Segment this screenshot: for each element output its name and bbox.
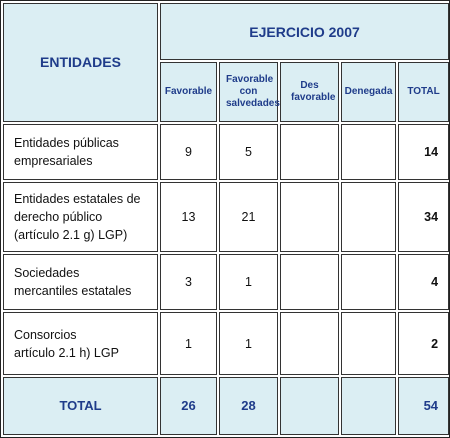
table-row: Entidades públicas empresariales 9 5 14 bbox=[3, 123, 450, 180]
header-col-total: TOTAL bbox=[398, 62, 450, 122]
denegada-cell bbox=[341, 181, 396, 253]
desfavorable-cell bbox=[280, 254, 339, 311]
entity-cell: Entidades estatales de derecho público (… bbox=[3, 181, 158, 253]
entity-cell: Entidades públicas empresariales bbox=[3, 123, 158, 180]
footer-favorable-salvedades: 28 bbox=[219, 376, 278, 435]
favorable-cell: 13 bbox=[160, 181, 217, 253]
header-row-top: ENTIDADES EJERCICIO 2007 bbox=[3, 3, 450, 122]
entity-line: derecho público bbox=[14, 209, 103, 224]
entity-line: (artículo 2.1 g) LGP) bbox=[14, 227, 128, 242]
favorable-cell: 9 bbox=[160, 123, 217, 180]
entity-line: mercantiles estatales bbox=[14, 284, 132, 299]
favorable-salvedades-cell: 1 bbox=[219, 312, 278, 375]
footer-desfavorable bbox=[280, 376, 339, 435]
entity-line: empresariales bbox=[14, 153, 93, 168]
header-col-favorable: Favorable bbox=[160, 62, 217, 122]
footer-grand-total: 54 bbox=[398, 376, 450, 435]
table-row: Entidades estatales de derecho público (… bbox=[3, 181, 450, 253]
row-total-cell: 14 bbox=[398, 123, 450, 180]
header-row-columns: Favorable Favorable con salvedades Des f… bbox=[3, 62, 450, 122]
entity-cell: Sociedades mercantiles estatales bbox=[3, 254, 158, 311]
entity-cell: Consorcios artículo 2.1 h) LGP bbox=[3, 312, 158, 375]
entity-line: Entidades estatales de bbox=[14, 191, 141, 206]
header-entities: ENTIDADES bbox=[3, 3, 158, 122]
desfavorable-cell bbox=[280, 123, 339, 180]
footer-favorable: 26 bbox=[160, 376, 217, 435]
footer-total-label: TOTAL bbox=[3, 376, 158, 435]
row-total-cell: 34 bbox=[398, 181, 450, 253]
header-col-favorable-salvedades: Favorable con salvedades bbox=[219, 62, 280, 122]
table-row: Sociedades mercantiles estatales 3 1 4 bbox=[3, 254, 450, 311]
entity-line: Sociedades bbox=[14, 266, 80, 281]
desfavorable-cell bbox=[280, 312, 339, 375]
table-row: Consorcios artículo 2.1 h) LGP 1 1 2 bbox=[3, 312, 450, 375]
entity-line: Consorcios bbox=[14, 327, 77, 342]
footer-total-row: TOTAL 26 28 54 bbox=[3, 376, 450, 435]
denegada-cell bbox=[341, 123, 396, 180]
favorable-salvedades-cell: 1 bbox=[219, 254, 278, 311]
desfavorable-cell bbox=[280, 181, 339, 253]
favorable-salvedades-cell: 5 bbox=[219, 123, 278, 180]
favorable-cell: 1 bbox=[160, 312, 217, 375]
entity-line: Entidades públicas bbox=[14, 135, 119, 150]
header-col-denegada: Denegada bbox=[341, 62, 396, 122]
row-total-cell: 4 bbox=[398, 254, 450, 311]
favorable-cell: 3 bbox=[160, 254, 217, 311]
footer-denegada bbox=[341, 376, 396, 435]
denegada-cell bbox=[341, 254, 396, 311]
favorable-salvedades-cell: 21 bbox=[219, 181, 278, 253]
header-col-desfavorable: Des favorable bbox=[280, 62, 339, 122]
header-exercise: EJERCICIO 2007 bbox=[160, 3, 450, 61]
denegada-cell bbox=[341, 312, 396, 375]
entity-line: artículo 2.1 h) LGP bbox=[14, 345, 119, 360]
row-total-cell: 2 bbox=[398, 312, 450, 375]
